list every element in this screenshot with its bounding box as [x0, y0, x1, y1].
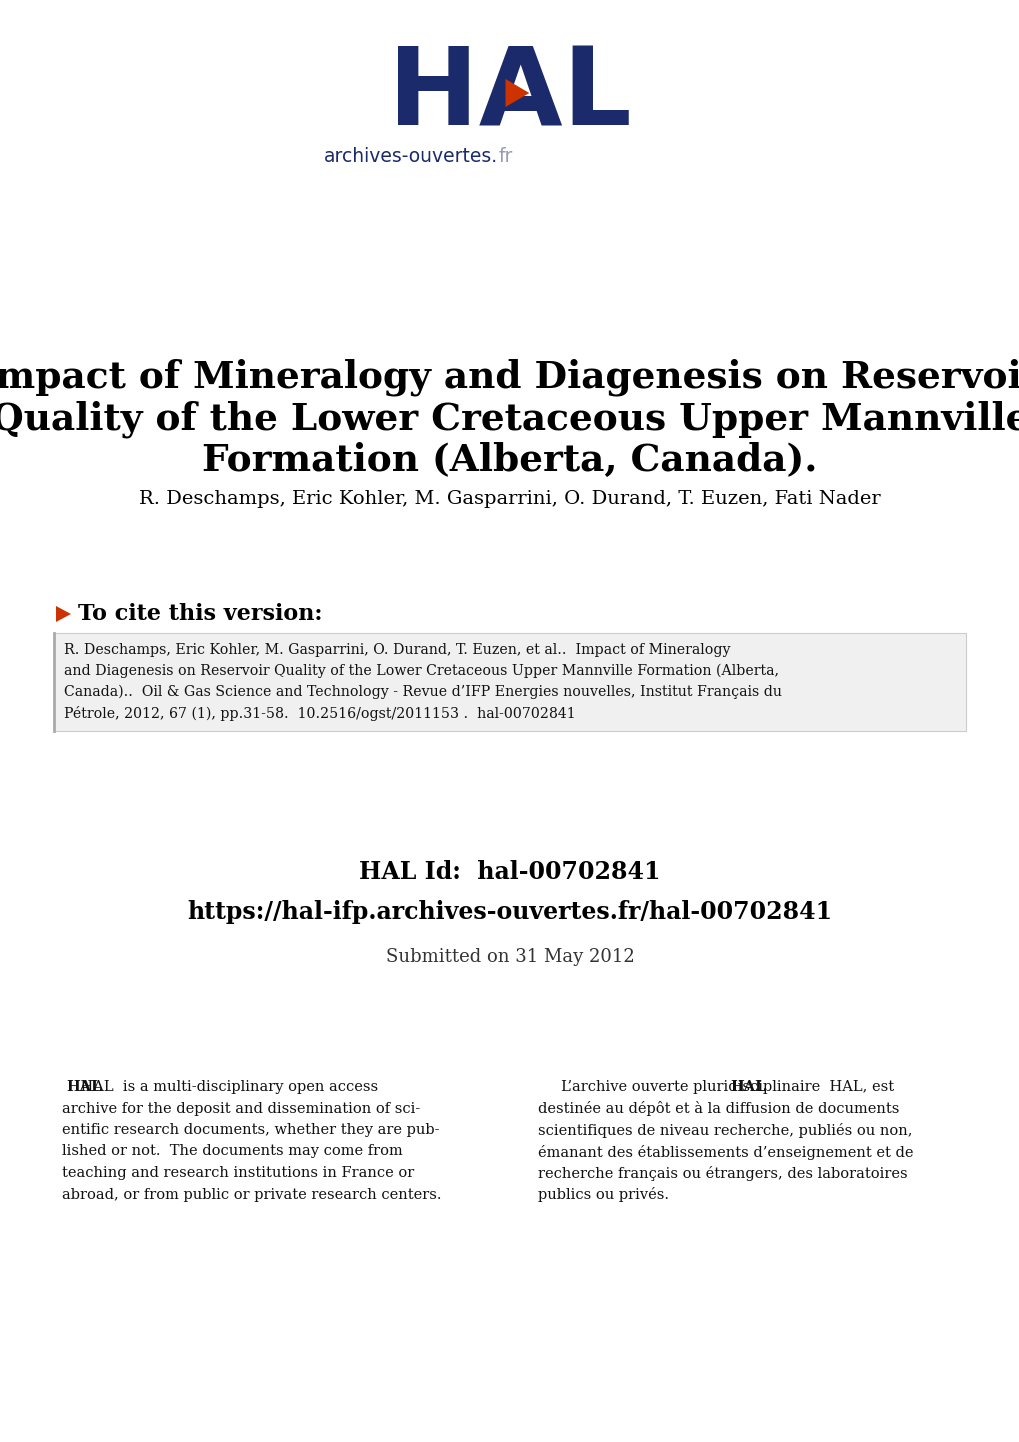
Text: Pétrole, 2012, 67 (1), pp.31-58.  10.2516/ogst/2011153 .  hal-00702841: Pétrole, 2012, 67 (1), pp.31-58. 10.2516… [64, 707, 575, 721]
Text: recherche français ou étrangers, des laboratoires: recherche français ou étrangers, des lab… [537, 1167, 907, 1181]
Text: Submitted on 31 May 2012: Submitted on 31 May 2012 [385, 947, 634, 966]
Text: lished or not.  The documents may come from: lished or not. The documents may come fr… [62, 1145, 403, 1158]
Polygon shape [56, 606, 71, 622]
Text: Canada)..  Oil & Gas Science and Technology - Revue d’IFP Energies nouvelles, In: Canada).. Oil & Gas Science and Technolo… [64, 685, 782, 699]
Polygon shape [505, 79, 529, 107]
Text: HAL  is a multi-disciplinary open access: HAL is a multi-disciplinary open access [62, 1080, 378, 1094]
Text: destinée au dépôt et à la diffusion de documents: destinée au dépôt et à la diffusion de d… [537, 1102, 899, 1116]
Text: To cite this version:: To cite this version: [77, 603, 322, 624]
Text: émanant des établissements d’enseignement et de: émanant des établissements d’enseignemen… [537, 1145, 913, 1159]
Text: archives-ouvertes.: archives-ouvertes. [324, 147, 497, 166]
Text: archive for the deposit and dissemination of sci-: archive for the deposit and disseminatio… [62, 1102, 420, 1116]
Text: HAL Id:  hal-00702841: HAL Id: hal-00702841 [359, 859, 660, 884]
Text: entific research documents, whether they are pub-: entific research documents, whether they… [62, 1123, 439, 1136]
Text: HAL: HAL [66, 1080, 101, 1094]
Text: HAL: HAL [388, 42, 631, 149]
Text: and Diagenesis on Reservoir Quality of the Lower Cretaceous Upper Mannville Form: and Diagenesis on Reservoir Quality of t… [64, 663, 779, 678]
Text: HAL: HAL [730, 1080, 764, 1094]
Text: fr: fr [498, 147, 513, 166]
Bar [54, 633, 965, 731]
Text: L’archive ouverte pluridisciplinaire  HAL, est: L’archive ouverte pluridisciplinaire HAL… [537, 1080, 894, 1094]
Text: teaching and research institutions in France or: teaching and research institutions in Fr… [62, 1167, 414, 1180]
Text: R. Deschamps, Eric Kohler, M. Gasparrini, O. Durand, T. Euzen, et al..  Impact o: R. Deschamps, Eric Kohler, M. Gasparrini… [64, 643, 730, 658]
Text: https://hal-ifp.archives-ouvertes.fr/hal-00702841: https://hal-ifp.archives-ouvertes.fr/hal… [187, 900, 832, 924]
Text: Impact of Mineralogy and Diagenesis on Reservoir: Impact of Mineralogy and Diagenesis on R… [0, 358, 1019, 395]
Text: abroad, or from public or private research centers.: abroad, or from public or private resear… [62, 1188, 441, 1201]
Text: R. Deschamps, Eric Kohler, M. Gasparrini, O. Durand, T. Euzen, Fati Nader: R. Deschamps, Eric Kohler, M. Gasparrini… [139, 490, 880, 508]
Text: Formation (Alberta, Canada).: Formation (Alberta, Canada). [202, 443, 817, 479]
Text: Quality of the Lower Cretaceous Upper Mannville: Quality of the Lower Cretaceous Upper Ma… [0, 399, 1019, 437]
Text: publics ou privés.: publics ou privés. [537, 1188, 668, 1203]
Text: scientifiques de niveau recherche, publiés ou non,: scientifiques de niveau recherche, publi… [537, 1123, 912, 1138]
